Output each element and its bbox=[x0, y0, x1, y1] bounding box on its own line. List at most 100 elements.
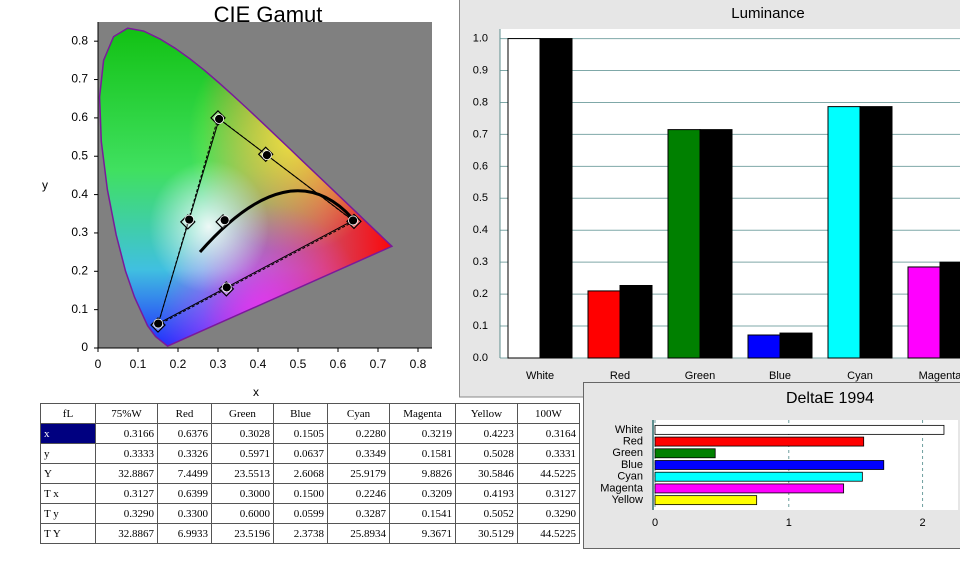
table-cell: 25.9179 bbox=[327, 463, 390, 484]
bar bbox=[907, 266, 941, 359]
table-cell: 30.5846 bbox=[454, 463, 518, 484]
table-cell: Blue bbox=[272, 403, 329, 424]
table-cell: 0.3290 bbox=[95, 503, 158, 524]
measured-point bbox=[221, 282, 232, 293]
y-tick-label: 0.2 bbox=[473, 288, 488, 300]
y-tick-label: White bbox=[615, 424, 643, 436]
y-tick-label: 0.8 bbox=[71, 33, 88, 47]
y-tick-label: 0.7 bbox=[71, 72, 88, 86]
measured-point bbox=[262, 150, 272, 161]
table-header: fL 75%W Red Green Blue Cyan Magenta Yellow 100W bbox=[40, 403, 581, 424]
table-cell: 0.3209 bbox=[388, 483, 456, 504]
table-cell: 0.3326 bbox=[156, 443, 213, 464]
table-cell: 0.3127 bbox=[516, 483, 581, 504]
y-tick-label: 0.4 bbox=[473, 224, 488, 236]
x-tick-label: 1 bbox=[786, 517, 792, 529]
table-cell: Cyan bbox=[327, 403, 390, 424]
table-cell: 0.3333 bbox=[95, 443, 158, 464]
y-tick-label: 0.7 bbox=[473, 128, 488, 140]
table-cell: 0.3331 bbox=[516, 443, 581, 464]
y-tick-label: 0.6 bbox=[71, 110, 88, 124]
measured-point bbox=[153, 318, 164, 329]
deltae-title: DeltaE 1994 bbox=[786, 390, 874, 407]
x-tick-label: 0.4 bbox=[250, 357, 267, 371]
table-cell: 23.5196 bbox=[211, 523, 274, 544]
cie-title: CIE Gamut bbox=[214, 2, 323, 27]
table-cell: 0.6376 bbox=[156, 423, 213, 444]
table-cell: 0.3127 bbox=[95, 483, 158, 504]
table-cell: 0.4223 bbox=[454, 423, 518, 444]
table-cell: 0.3290 bbox=[516, 503, 581, 524]
table-row: x 0.3166 0.6376 0.3028 0.1505 0.2280 0.3219 0.4… bbox=[40, 423, 581, 444]
x-tick-label: 0.3 bbox=[210, 357, 227, 371]
table-cell: 0.3000 bbox=[211, 483, 274, 504]
bar bbox=[654, 436, 865, 447]
table-cell: 75%W bbox=[95, 403, 158, 424]
table-cell: 23.5513 bbox=[211, 463, 274, 484]
y-tick-label: 0.0 bbox=[473, 352, 488, 364]
bar bbox=[667, 129, 701, 359]
table-cell: Green bbox=[211, 403, 274, 424]
table-cell: 0.5028 bbox=[454, 443, 518, 464]
y-tick-label: 0.5 bbox=[473, 192, 488, 204]
table-cell: 6.9933 bbox=[156, 523, 213, 544]
table-cell: 100W bbox=[516, 403, 581, 424]
bar bbox=[779, 332, 813, 359]
x-tick-label: 0 bbox=[652, 517, 658, 529]
table-cell: 0.2280 bbox=[327, 423, 390, 444]
table-cell: fL bbox=[40, 403, 96, 424]
x-tick-label: Magenta bbox=[919, 370, 960, 382]
table-cell: 2.3738 bbox=[272, 523, 329, 544]
bar bbox=[939, 261, 960, 359]
x-tick-label: 0 bbox=[95, 357, 102, 371]
x-tick-label: 0.7 bbox=[370, 357, 387, 371]
bar bbox=[654, 460, 885, 470]
table-cell: Magenta bbox=[388, 403, 456, 424]
table-cell: T Y bbox=[40, 523, 96, 544]
table-cell: 0.3349 bbox=[327, 443, 390, 464]
bar bbox=[654, 483, 845, 494]
bar bbox=[507, 38, 541, 359]
measured-point bbox=[348, 215, 358, 226]
bar bbox=[587, 290, 621, 359]
measurement-table: fL 75%W Red Green Blue Cyan Magenta Yellow 100W x… bbox=[40, 403, 581, 544]
table-cell: 0.6399 bbox=[156, 483, 213, 504]
measured-point bbox=[219, 215, 230, 226]
x-tick-label: 0.5 bbox=[290, 357, 307, 371]
table-cell: 0.5052 bbox=[454, 503, 518, 524]
table-cell: 2.6068 bbox=[272, 463, 329, 484]
bar bbox=[827, 106, 861, 359]
table-cell: 0.3028 bbox=[211, 423, 274, 444]
table-cell: 0.3287 bbox=[327, 503, 390, 524]
bar bbox=[859, 106, 893, 359]
y-tick-label: Red bbox=[623, 435, 643, 447]
table-cell: 0.0637 bbox=[272, 443, 329, 464]
x-tick-label: 0.1 bbox=[130, 357, 147, 371]
table-cell: 0.1541 bbox=[388, 503, 456, 524]
x-tick-label: Green bbox=[685, 370, 716, 382]
y-tick-label: 0.3 bbox=[473, 256, 488, 268]
bar bbox=[654, 495, 758, 506]
table-cell: 32.8867 bbox=[95, 463, 158, 484]
table-cell: 0.0599 bbox=[272, 503, 329, 524]
table-cell: 0.1581 bbox=[388, 443, 456, 464]
table-cell: 44.5225 bbox=[516, 463, 581, 484]
table-cell: T y bbox=[40, 503, 96, 524]
spectral-locus bbox=[98, 27, 394, 347]
table-cell: 0.6000 bbox=[211, 503, 274, 524]
y-tick-label: Blue bbox=[621, 459, 643, 471]
table-cell: 9.3671 bbox=[388, 523, 456, 544]
table-cell: 7.4499 bbox=[156, 463, 213, 484]
table-cell: 44.5225 bbox=[516, 523, 581, 544]
table-cell: 0.3166 bbox=[95, 423, 158, 444]
y-tick-label: 0.9 bbox=[473, 64, 488, 76]
y-tick-label: Cyan bbox=[617, 471, 643, 483]
table-cell: 32.8867 bbox=[95, 523, 158, 544]
table-cell: y bbox=[40, 443, 96, 464]
table-cell: 0.4193 bbox=[454, 483, 518, 504]
x-tick-label: 0.2 bbox=[170, 357, 187, 371]
bar bbox=[699, 129, 733, 359]
y-tick-label: 0.4 bbox=[71, 187, 88, 201]
